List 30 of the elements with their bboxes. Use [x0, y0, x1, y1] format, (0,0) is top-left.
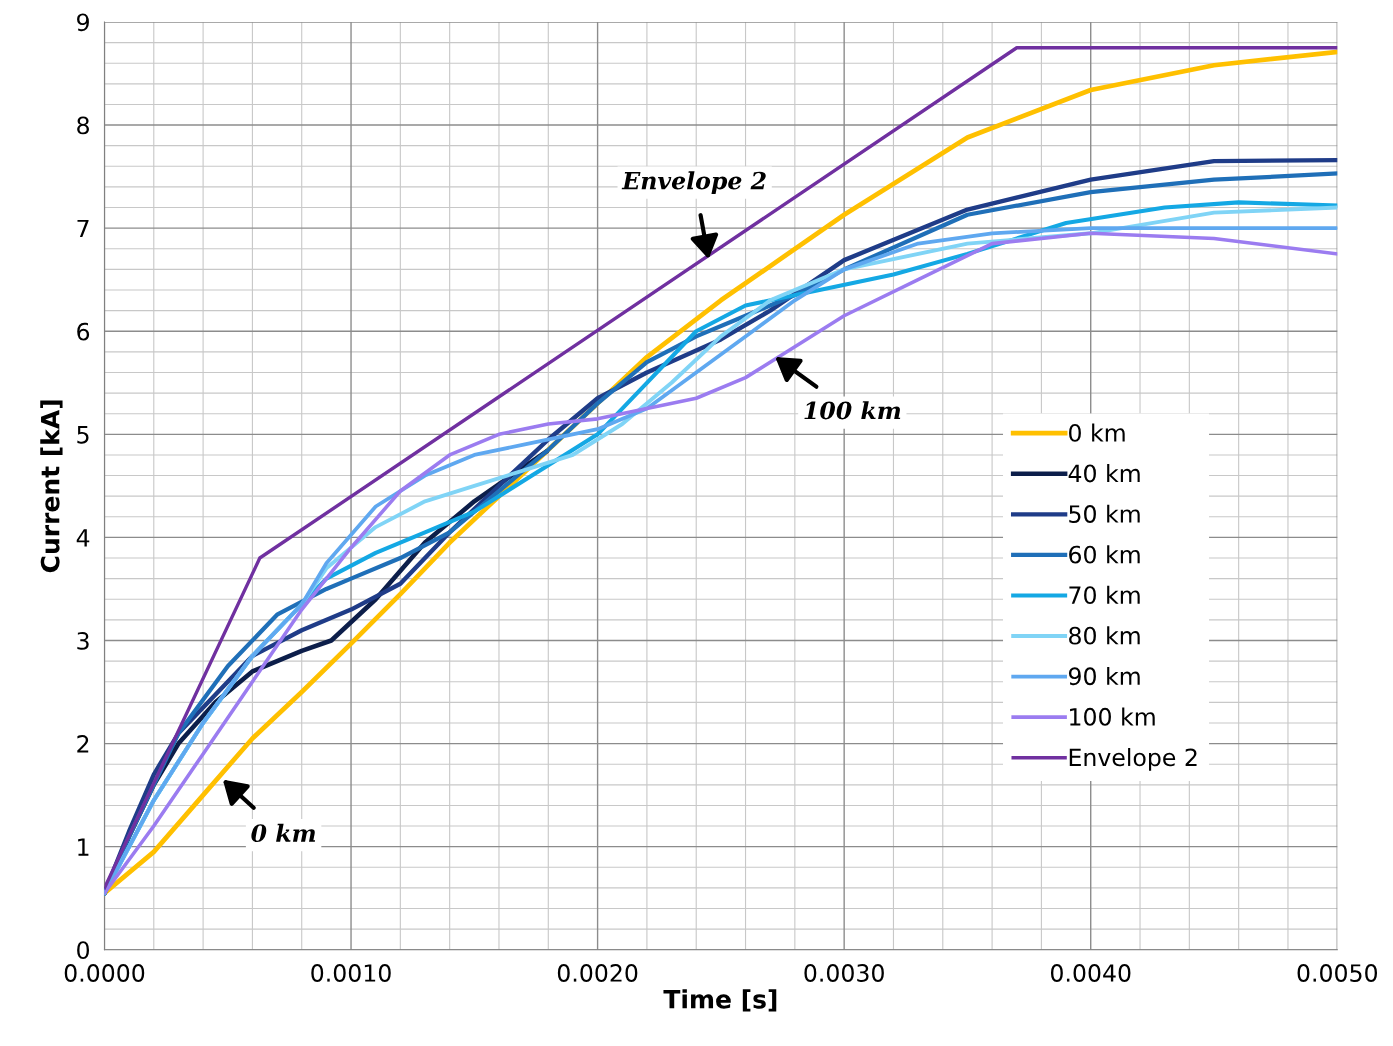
x-tick-label: 0.0020 [557, 964, 638, 982]
legend-label: 100 km [1070, 707, 1155, 726]
legend-label: Envelope 2 [1069, 748, 1197, 771]
x-tick-label: 0.0000 [64, 964, 145, 982]
legend-label: 70 km [1069, 585, 1140, 605]
y-tick-label: 2 [77, 735, 89, 753]
legend-label: 50 km [1069, 504, 1140, 523]
y-tick-label: 6 [77, 322, 90, 341]
y-tick-label: 4 [76, 529, 90, 547]
y-tick-label: 9 [77, 13, 89, 32]
x-axis-title: Time [s] [663, 989, 777, 1012]
y-tick-label: 1 [78, 838, 89, 856]
y-tick-label: 5 [77, 426, 89, 444]
x-tick-label: 0.0050 [1297, 964, 1378, 982]
legend-label: 40 km [1068, 464, 1140, 483]
y-tick-label: 8 [77, 116, 89, 135]
y-tick-label: 3 [77, 631, 89, 650]
annotation: Envelope 2 [621, 171, 766, 195]
x-tick-label: 0.0030 [804, 964, 884, 982]
legend-label: 80 km [1069, 626, 1140, 645]
annotation: 0 km [251, 823, 316, 843]
y-tick-label: 0 [77, 941, 90, 960]
x-tick-label: 0.0010 [311, 964, 391, 982]
legend-label: 0 km [1069, 423, 1125, 442]
x-tick-label: 0.0040 [1050, 964, 1131, 982]
y-tick-label: 7 [77, 219, 89, 238]
legend-label: 60 km [1069, 545, 1140, 564]
annotation: 100 km [804, 401, 901, 420]
legend-label: 90 km [1068, 666, 1140, 686]
y-axis-title: Current [kA] [40, 400, 63, 573]
